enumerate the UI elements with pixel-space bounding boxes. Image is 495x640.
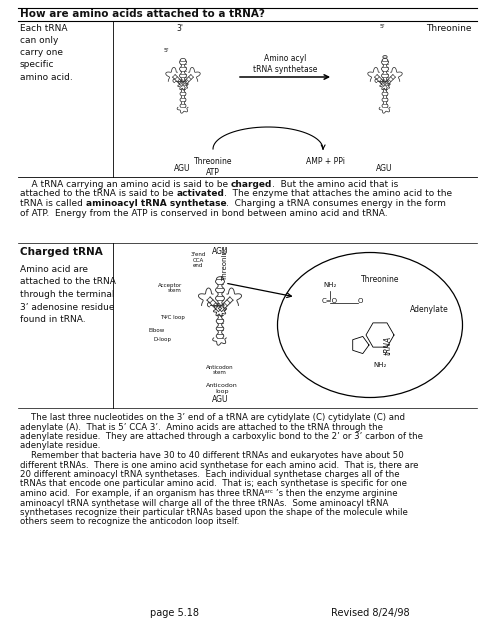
Text: AGU: AGU [212, 247, 228, 256]
Text: others seem to recognize the anticodon loop itself.: others seem to recognize the anticodon l… [20, 518, 240, 527]
Text: charged: charged [231, 180, 272, 189]
Text: C=O: C=O [322, 298, 338, 304]
Ellipse shape [383, 56, 387, 58]
Text: A tRNA carrying an amino acid is said to be: A tRNA carrying an amino acid is said to… [20, 180, 231, 189]
Text: AMP + PPi: AMP + PPi [305, 157, 345, 166]
Text: NH₂: NH₂ [373, 362, 387, 368]
Text: Anticodon
stem: Anticodon stem [206, 365, 234, 376]
Text: aminoacyl tRNA synthetase: aminoacyl tRNA synthetase [86, 199, 226, 208]
Text: AGU: AGU [212, 395, 228, 404]
Text: of ATP.  Energy from the ATP is conserved in bond between amino acid and tRNA.: of ATP. Energy from the ATP is conserved… [20, 209, 388, 218]
Text: Anticodon
loop: Anticodon loop [206, 383, 238, 394]
Text: TΨC loop: TΨC loop [160, 316, 185, 321]
Text: Acceptor
stem: Acceptor stem [158, 283, 182, 293]
Text: different tRNAs.  There is one amino acid synthetase for each amino acid.  That : different tRNAs. There is one amino acid… [20, 461, 418, 470]
Text: Threonine: Threonine [427, 24, 472, 33]
Text: How are amino acids attached to a tRNA?: How are amino acids attached to a tRNA? [20, 9, 265, 19]
Text: tRNA: tRNA [384, 335, 393, 355]
Text: The last three nucleotides on the 3’ end of a tRNA are cytidylate (C) cytidylate: The last three nucleotides on the 3’ end… [20, 413, 405, 422]
Text: .  The enzyme that attaches the amino acid to the: . The enzyme that attaches the amino aci… [224, 189, 452, 198]
Text: 20 different aminoacyl tRNA synthetases.  Each individual synthetase charges all: 20 different aminoacyl tRNA synthetases.… [20, 470, 399, 479]
Text: AGU: AGU [174, 164, 190, 173]
Text: adenylate residue.: adenylate residue. [20, 442, 100, 451]
Text: 3'end
CCA
end: 3'end CCA end [190, 252, 206, 268]
Text: O: O [357, 298, 363, 304]
Text: NH₂: NH₂ [323, 282, 337, 288]
Text: tRNA is called: tRNA is called [20, 199, 86, 208]
Text: synthetases recognize their particular tRNAs based upon the shape of the molecul: synthetases recognize their particular t… [20, 508, 408, 517]
Text: Threonine: Threonine [222, 246, 228, 281]
Text: activated: activated [177, 189, 224, 198]
Text: Each tRNA
can only
carry one
specific
amino acid.: Each tRNA can only carry one specific am… [20, 24, 73, 81]
Text: attached to the tRNA is said to be: attached to the tRNA is said to be [20, 189, 177, 198]
Text: .  But the amino acid that is: . But the amino acid that is [272, 180, 398, 189]
Text: page 5.18: page 5.18 [150, 608, 199, 618]
Text: Revised 8/24/98: Revised 8/24/98 [331, 608, 409, 618]
Text: Threonine
ATP: Threonine ATP [194, 157, 232, 177]
Text: Threonine: Threonine [361, 275, 399, 285]
Text: aminoacyl tRNA synthetase will charge all of the three tRNAs.  Some aminoacyl tR: aminoacyl tRNA synthetase will charge al… [20, 499, 389, 508]
Text: 3': 3' [177, 24, 184, 33]
Text: Adenylate: Adenylate [410, 305, 449, 314]
Text: .  Charging a tRNA consumes energy in the form: . Charging a tRNA consumes energy in the… [226, 199, 446, 208]
Text: 5': 5' [163, 49, 169, 54]
Text: AGU: AGU [376, 164, 392, 173]
Text: D-loop: D-loop [154, 337, 172, 342]
Text: adenylate residue.  They are attached through a carboxylic bond to the 2’ or 3’ : adenylate residue. They are attached thr… [20, 432, 423, 441]
Text: tRNAs that encode one particular amino acid.  That is; each synthetase is specif: tRNAs that encode one particular amino a… [20, 479, 407, 488]
Text: Charged tRNA: Charged tRNA [20, 247, 103, 257]
Text: Amino acid are
attached to the tRNA
through the terminal
3’ adenosine residue
fo: Amino acid are attached to the tRNA thro… [20, 265, 116, 324]
Text: Elbow: Elbow [149, 328, 165, 333]
Text: Remember that bacteria have 30 to 40 different tRNAs and eukaryotes have about 5: Remember that bacteria have 30 to 40 dif… [20, 451, 404, 460]
Text: adenylate (A).  That is 5’ CCA 3’.  Amino acids are attached to the tRNA through: adenylate (A). That is 5’ CCA 3’. Amino … [20, 422, 383, 431]
Text: Amino acyl
tRNA synthetase: Amino acyl tRNA synthetase [253, 54, 317, 74]
Text: amino acid.  For example, if an organism has three tRNAᵃʳᶜ ’s then the enzyme ar: amino acid. For example, if an organism … [20, 489, 397, 498]
Text: 5': 5' [379, 24, 385, 29]
